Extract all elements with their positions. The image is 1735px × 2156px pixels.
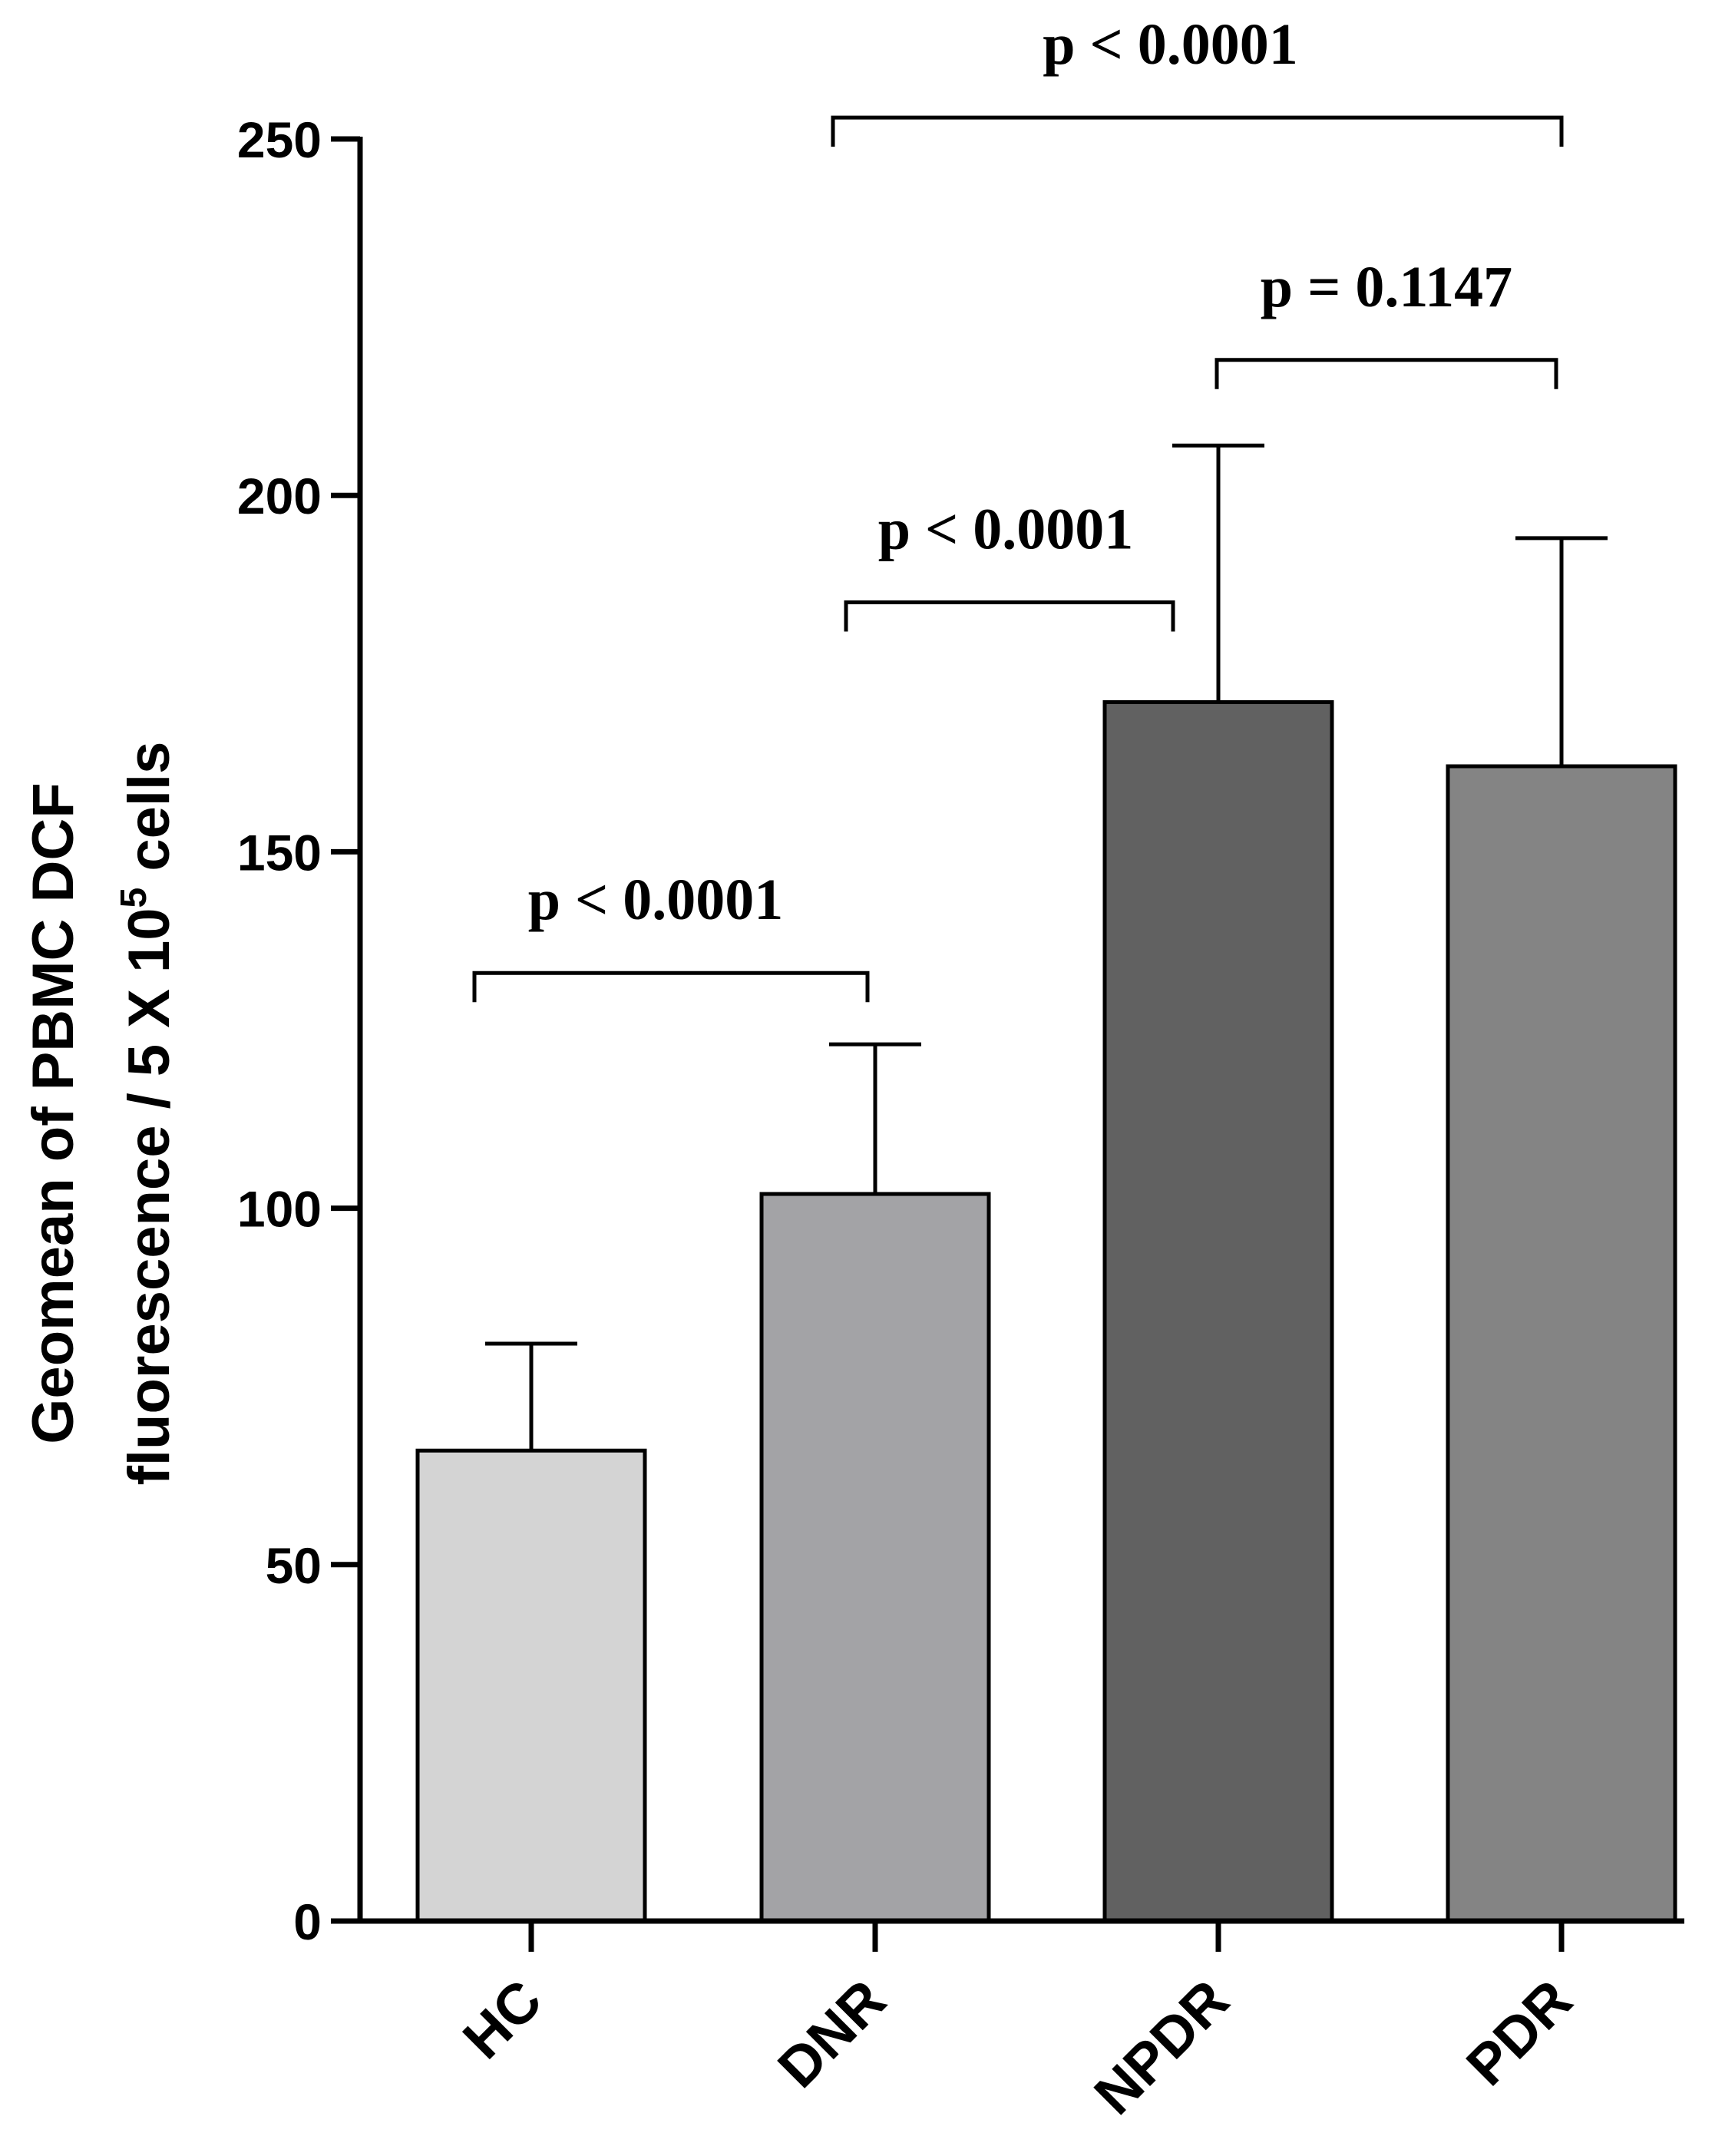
- bar-pdr: [1446, 764, 1677, 1923]
- x-tick-label-npdr: NPDR: [1082, 1968, 1241, 2127]
- plot-area: 0 50 100 150 200 250 HC DNR NPDR PDR p < 0.0001 p <…: [237, 12, 1684, 2127]
- bar-hc: [415, 1448, 647, 1923]
- bar-npdr: [1102, 699, 1334, 1923]
- y-tick-label-200: 200: [237, 468, 322, 524]
- y-axis-title-line2-suffix: cells: [117, 742, 182, 888]
- y-tick-label-0: 0: [293, 1893, 322, 1950]
- x-tick-label-hc: HC: [451, 1968, 554, 2071]
- sig-bracket-npdr-pdr: [1214, 358, 1558, 389]
- y-axis-title-line1: Geomean of PBMC DCF: [21, 782, 86, 1443]
- y-tick-label-250: 250: [237, 111, 322, 168]
- y-tick-label-100: 100: [237, 1181, 322, 1238]
- y-axis-title: Geomean of PBMC DCF fluorescence / 5 X 1…: [21, 742, 182, 1486]
- y-axis-title-superscript: 5: [114, 888, 154, 908]
- y-tick-label-150: 150: [237, 824, 322, 881]
- sig-label-dnr-npdr: p < 0.0001: [878, 497, 1134, 561]
- x-tick-label-pdr: PDR: [1454, 1968, 1584, 2098]
- y-tick-label-50: 50: [266, 1537, 322, 1594]
- sig-bracket-hc-dnr: [472, 971, 870, 1003]
- x-tick-label-dnr: DNR: [765, 1968, 897, 2100]
- y-axis-title-line2-prefix: fluorescence / 5 X 10: [117, 908, 182, 1485]
- sig-label-hc-dnr: p < 0.0001: [528, 868, 784, 932]
- sig-bracket-dnr-pdr: [831, 115, 1564, 147]
- sig-label-dnr-pdr: p < 0.0001: [1043, 12, 1298, 77]
- sig-bracket-dnr-npdr: [844, 600, 1175, 632]
- sig-label-npdr-pdr: p = 0.1147: [1261, 255, 1512, 319]
- y-axis-title-line2: fluorescence / 5 X 105 cells: [114, 742, 182, 1486]
- bar-dnr: [759, 1192, 991, 1923]
